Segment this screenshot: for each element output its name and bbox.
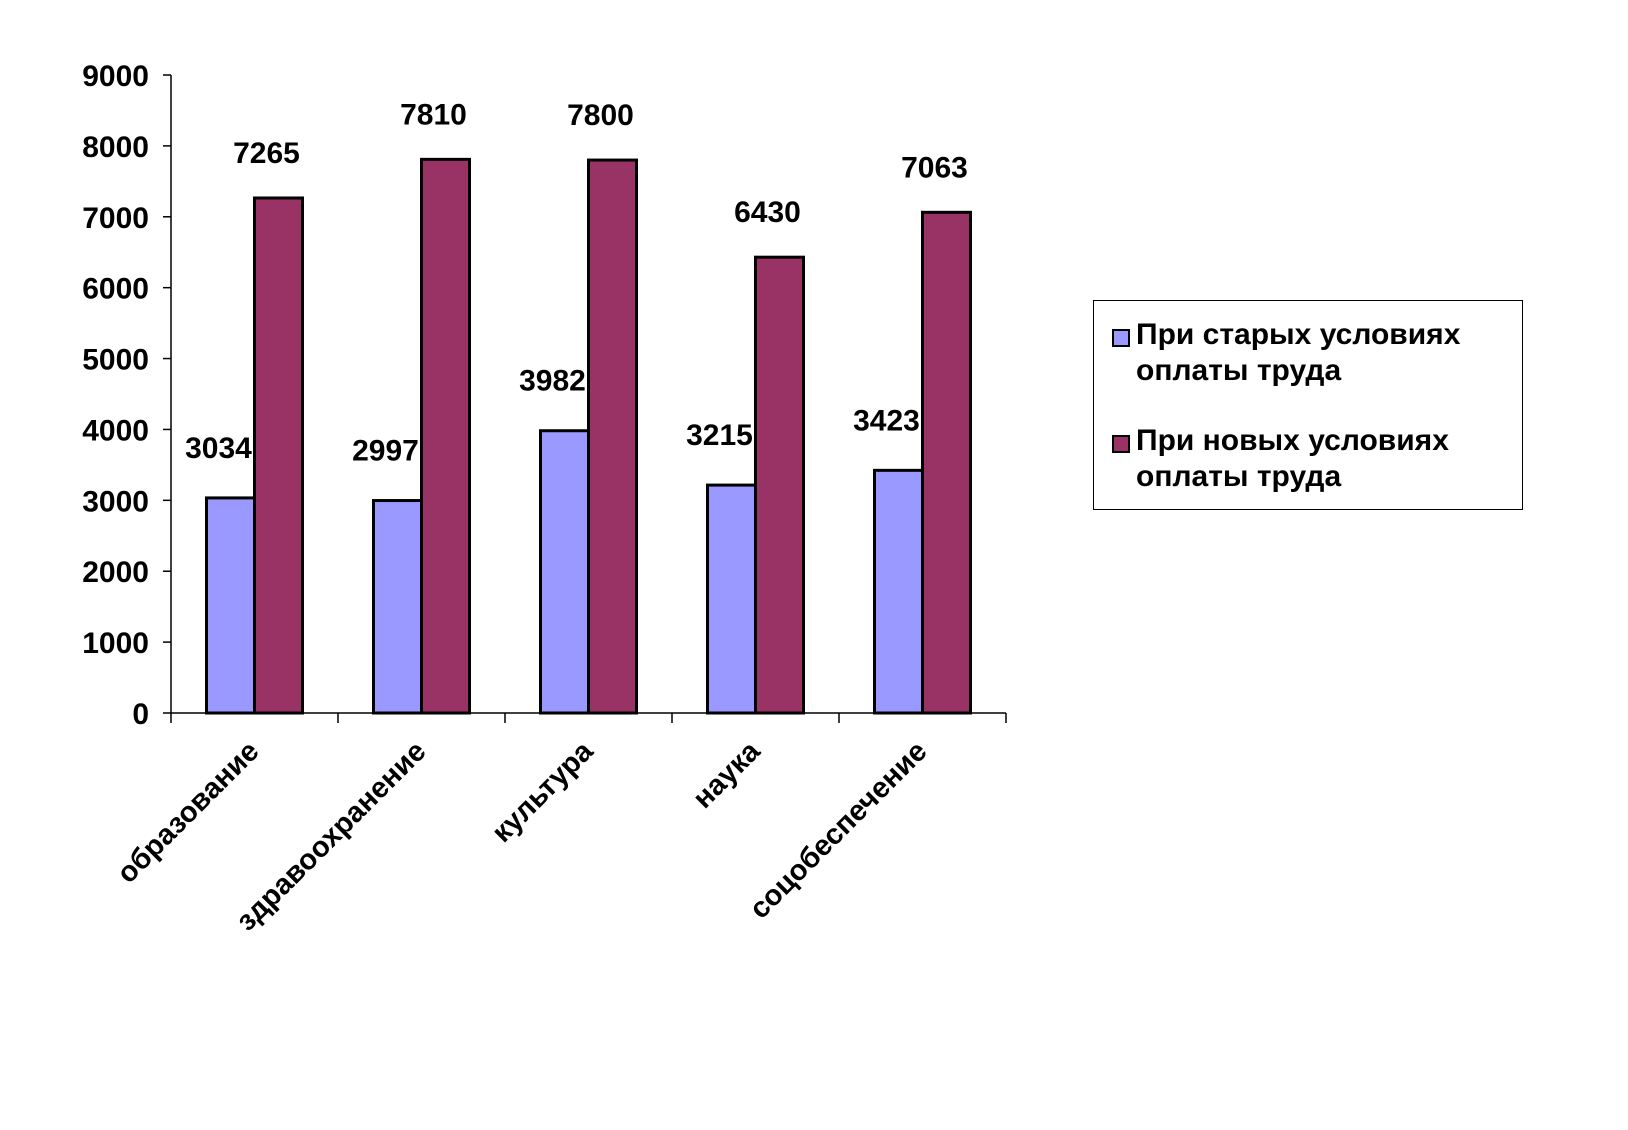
data-label-new: 6430 bbox=[734, 196, 801, 229]
data-label-old: 3982 bbox=[519, 365, 586, 398]
bar-new bbox=[253, 196, 304, 715]
bars bbox=[205, 157, 972, 715]
y-tick-label: 9000 bbox=[82, 60, 149, 93]
bar-new bbox=[754, 255, 805, 715]
legend-item-old: При старых условиях оплаты труда bbox=[1112, 317, 1516, 389]
legend-label-old: При старых условиях оплаты труда bbox=[1136, 318, 1461, 387]
bar-old bbox=[706, 483, 757, 715]
x-category-label: соцобеспечение bbox=[744, 735, 934, 925]
bar-new bbox=[587, 158, 638, 715]
x-category-label: наука bbox=[687, 735, 767, 815]
data-label-new: 7800 bbox=[567, 99, 634, 132]
y-tick-label: 2000 bbox=[82, 556, 149, 589]
y-tick-label: 4000 bbox=[82, 414, 149, 447]
y-tick-label: 5000 bbox=[82, 344, 149, 377]
bar-old bbox=[205, 496, 256, 715]
x-category-label: образование bbox=[111, 735, 265, 889]
legend-swatch-old bbox=[1112, 329, 1130, 347]
y-tick-label: 6000 bbox=[82, 273, 149, 306]
x-category-label: здравоохранение bbox=[230, 735, 432, 937]
data-label-new: 7063 bbox=[901, 151, 968, 184]
y-tick-label: 0 bbox=[132, 698, 149, 731]
bar-new bbox=[921, 210, 972, 715]
legend-label-new: При новых условиях оплаты труда bbox=[1136, 424, 1449, 493]
y-tick-label: 8000 bbox=[82, 131, 149, 164]
legend: При старых условиях оплаты труда При нов… bbox=[1093, 300, 1523, 510]
data-label-old: 2997 bbox=[352, 435, 419, 468]
data-label-old: 3215 bbox=[686, 419, 753, 452]
data-label-new: 7265 bbox=[233, 137, 300, 170]
bar-new bbox=[420, 157, 471, 715]
data-label-old: 3423 bbox=[853, 404, 920, 437]
y-tick-label: 1000 bbox=[82, 627, 149, 660]
axes: 0 1000 2000 3000 4000 5000 6000 7000 8000 9000 bbox=[82, 60, 1007, 731]
y-tick-label: 3000 bbox=[82, 485, 149, 518]
data-label-new: 7810 bbox=[400, 98, 467, 131]
bar-old bbox=[873, 468, 924, 715]
bar-old bbox=[539, 429, 590, 715]
legend-swatch-new bbox=[1112, 435, 1130, 453]
y-tick-label: 7000 bbox=[82, 202, 149, 235]
legend-item-new: При новых условиях оплаты труда bbox=[1112, 423, 1516, 495]
data-label-old: 3034 bbox=[185, 432, 252, 465]
bar-old bbox=[372, 499, 423, 715]
x-category-label: культура bbox=[486, 735, 600, 849]
